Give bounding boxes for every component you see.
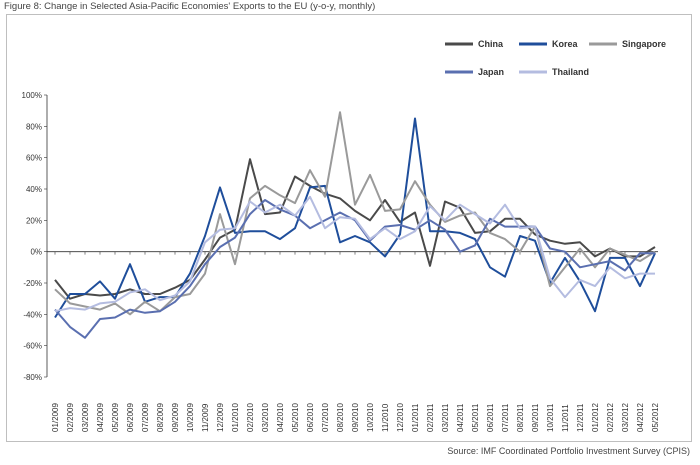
legend-label-japan: Japan: [478, 67, 504, 77]
y-tick-label: -20%: [23, 279, 42, 288]
x-tick-label: 01/2012: [591, 403, 600, 432]
x-tick-label: 12/2009: [216, 403, 225, 432]
x-tick-label: 08/2009: [156, 403, 165, 432]
figure-title: Figure 8: Change in Selected Asia-Pacifi…: [4, 1, 376, 12]
x-tick-label: 03/2010: [261, 403, 270, 432]
x-tick-label: 09/2011: [531, 403, 540, 432]
y-axis-ticks: 100% 80% 60% 40% 20% 0% -20% -40% -60% -80%: [22, 91, 47, 382]
x-tick-label: 01/2010: [231, 403, 240, 432]
x-tick-label: 05/2010: [291, 403, 300, 432]
x-tick-label: 07/2010: [321, 403, 330, 432]
x-tick-label: 03/2009: [81, 403, 90, 432]
source-note: Source: IMF Coordinated Portfolio Invest…: [447, 446, 690, 456]
x-tick-label: 02/2010: [246, 403, 255, 432]
y-tick-label: 40%: [26, 185, 42, 194]
y-tick-label: 60%: [26, 154, 42, 163]
x-tick-label: 12/2010: [396, 403, 405, 432]
x-tick-label: 10/2009: [186, 403, 195, 432]
x-tick-label: 06/2011: [486, 403, 495, 432]
x-tick-label: 02/2012: [606, 403, 615, 432]
x-tick-label: 09/2009: [171, 403, 180, 432]
y-tick-label: 0%: [30, 248, 42, 257]
x-tick-label: 12/2011: [576, 403, 585, 432]
series-line-thailand: [54, 195, 655, 313]
x-tick-label: 02/2009: [66, 403, 75, 432]
axes: [46, 95, 658, 377]
x-tick-label: 11/2009: [201, 403, 210, 432]
chart-frame: [6, 14, 692, 442]
x-tick-label: 04/2010: [276, 403, 285, 432]
y-tick-label: -60%: [23, 342, 42, 351]
x-tick-label: 09/2010: [351, 403, 360, 432]
x-tick-label: 10/2011: [546, 403, 555, 432]
x-tick-label: 01/2009: [51, 403, 60, 432]
x-tick-label: 05/2012: [651, 403, 660, 432]
legend: China Korea Singapore Japan Thailand: [445, 39, 666, 77]
x-tick-label: 08/2011: [516, 403, 525, 432]
x-tick-label: 07/2011: [501, 403, 510, 432]
x-tick-label: 03/2011: [441, 403, 450, 432]
y-tick-label: 80%: [26, 122, 42, 131]
x-tick-label: 07/2009: [141, 403, 150, 432]
x-axis-ticks: 01/2009 02/2009 03/2009 04/2009 05/2009 06/20…: [51, 251, 660, 432]
legend-label-korea: Korea: [552, 39, 579, 49]
y-tick-label: 100%: [22, 91, 42, 100]
x-tick-label: 05/2011: [471, 403, 480, 432]
x-tick-label: 01/2011: [411, 403, 420, 432]
y-tick-label: -40%: [23, 310, 42, 319]
x-tick-label: 11/2011: [561, 404, 570, 432]
y-tick-label: 20%: [26, 216, 42, 225]
x-tick-label: 06/2009: [126, 403, 135, 432]
legend-label-china: China: [478, 39, 504, 49]
x-tick-label: 03/2012: [621, 403, 630, 432]
x-tick-label: 04/2011: [456, 403, 465, 432]
x-tick-label: 06/2010: [306, 403, 315, 432]
legend-label-thailand: Thailand: [552, 67, 589, 77]
y-tick-label: -80%: [23, 373, 42, 382]
series-line-china: [54, 158, 656, 300]
series-line-singapore: [54, 111, 656, 316]
x-tick-label: 10/2010: [366, 403, 375, 432]
x-tick-label: 02/2011: [426, 403, 435, 432]
series-lines: [54, 111, 656, 339]
legend-label-singapore: Singapore: [622, 39, 666, 49]
x-tick-label: 04/2012: [636, 403, 645, 432]
x-tick-label: 04/2009: [96, 403, 105, 432]
series-line-korea: [54, 117, 656, 319]
x-tick-label: 05/2009: [111, 403, 120, 432]
x-tick-label: 11/2010: [381, 403, 390, 432]
x-tick-label: 08/2010: [336, 403, 345, 432]
